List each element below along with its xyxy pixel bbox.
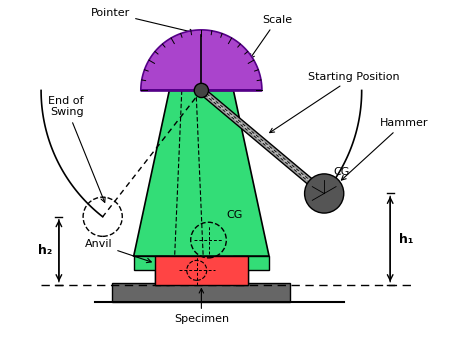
Text: Pointer: Pointer xyxy=(91,8,194,34)
Text: Specimen: Specimen xyxy=(174,289,229,324)
Text: h₂: h₂ xyxy=(37,244,52,257)
Text: Starting Position: Starting Position xyxy=(270,72,400,132)
Text: CG: CG xyxy=(333,167,349,177)
Polygon shape xyxy=(134,90,269,256)
Polygon shape xyxy=(141,30,262,90)
Text: Hammer: Hammer xyxy=(341,118,428,180)
Text: Scale: Scale xyxy=(250,15,292,59)
Text: h₁: h₁ xyxy=(399,233,413,246)
FancyBboxPatch shape xyxy=(155,256,248,285)
Circle shape xyxy=(305,174,344,213)
Text: End of
Swing: End of Swing xyxy=(48,96,105,202)
Text: CG: CG xyxy=(226,210,243,220)
Polygon shape xyxy=(134,256,169,285)
Circle shape xyxy=(194,83,209,98)
Polygon shape xyxy=(233,256,269,285)
Text: Anvil: Anvil xyxy=(85,239,151,263)
FancyBboxPatch shape xyxy=(112,283,291,302)
